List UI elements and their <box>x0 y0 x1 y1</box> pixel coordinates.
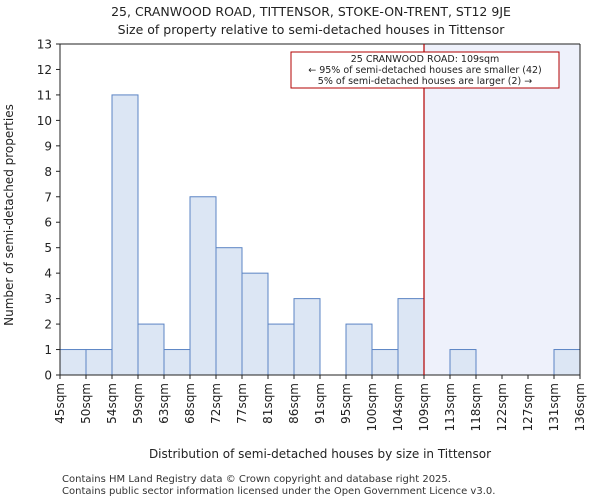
x-tick-label: 63sqm <box>157 383 171 424</box>
footer-line-2: Contains public sector information licen… <box>62 486 495 497</box>
x-tick-label: 72sqm <box>209 383 223 424</box>
x-tick-label: 54sqm <box>105 383 119 424</box>
y-tick-label: 8 <box>44 165 52 179</box>
chart-title: 25, CRANWOOD ROAD, TITTENSOR, STOKE-ON-T… <box>111 4 511 19</box>
x-tick-label: 104sqm <box>391 383 405 431</box>
y-tick-label: 12 <box>37 63 52 77</box>
x-tick-label: 86sqm <box>287 383 301 424</box>
bar-68sqm <box>189 196 217 376</box>
x-tick-label: 109sqm <box>417 383 431 431</box>
x-tick-label: 122sqm <box>495 383 509 431</box>
y-tick-label: 3 <box>44 292 52 306</box>
x-tick-label: 127sqm <box>521 383 535 431</box>
x-tick-label: 91sqm <box>313 383 327 424</box>
bar-113sqm <box>449 349 477 376</box>
y-tick-label: 6 <box>44 216 52 230</box>
y-tick-label: 13 <box>37 38 52 52</box>
bar-131sqm <box>553 349 581 376</box>
annotation-line-1: 25 CRANWOOD ROAD: 109sqm <box>351 54 500 65</box>
annotation-box <box>290 51 560 89</box>
x-tick-label: 59sqm <box>131 383 145 424</box>
y-tick-label: 11 <box>37 88 52 102</box>
bar-50sqm <box>85 349 113 376</box>
y-tick-label: 4 <box>44 267 52 281</box>
x-tick-label: 118sqm <box>469 383 483 431</box>
y-tick-label: 9 <box>44 139 52 153</box>
highlight-region <box>424 44 580 375</box>
chart-subtitle: Size of property relative to semi-detach… <box>118 22 506 37</box>
x-axis-label: Distribution of semi-detached houses by … <box>149 447 491 461</box>
x-tick-label: 81sqm <box>261 383 275 424</box>
x-tick-label: 100sqm <box>365 383 379 431</box>
x-tick-label: 136sqm <box>573 383 587 431</box>
bar-104sqm <box>397 298 425 376</box>
bar-95sqm <box>345 323 373 376</box>
y-tick-label: 1 <box>44 343 52 357</box>
bar-86sqm <box>293 298 321 376</box>
y-axis-label: Number of semi-detached properties <box>2 104 16 326</box>
x-tick-label: 77sqm <box>235 383 249 424</box>
x-tick-label: 131sqm <box>547 383 561 431</box>
bar-72sqm <box>215 247 243 376</box>
bar-63sqm <box>163 349 191 376</box>
annotation-line-3: 5% of semi-detached houses are larger (2… <box>318 76 532 87</box>
y-tick-label: 0 <box>44 369 52 383</box>
y-tick-label: 2 <box>44 318 52 332</box>
footer-line-1: Contains HM Land Registry data © Crown c… <box>62 474 451 485</box>
bar-81sqm <box>267 323 295 376</box>
bar-100sqm <box>371 349 399 376</box>
y-tick-label: 5 <box>44 241 52 255</box>
annotation-line-2: ← 95% of semi-detached houses are smalle… <box>308 65 542 76</box>
bar-45sqm <box>59 349 87 376</box>
y-tick-label: 7 <box>44 190 52 204</box>
bar-77sqm <box>241 272 269 376</box>
y-tick-label: 10 <box>37 114 52 128</box>
bar-54sqm <box>111 94 139 376</box>
x-tick-label: 50sqm <box>79 383 93 424</box>
x-tick-label: 113sqm <box>443 383 457 431</box>
x-tick-label: 68sqm <box>183 383 197 424</box>
x-tick-label: 95sqm <box>339 383 353 424</box>
bar-59sqm <box>137 323 165 376</box>
x-tick-label: 45sqm <box>53 383 67 424</box>
